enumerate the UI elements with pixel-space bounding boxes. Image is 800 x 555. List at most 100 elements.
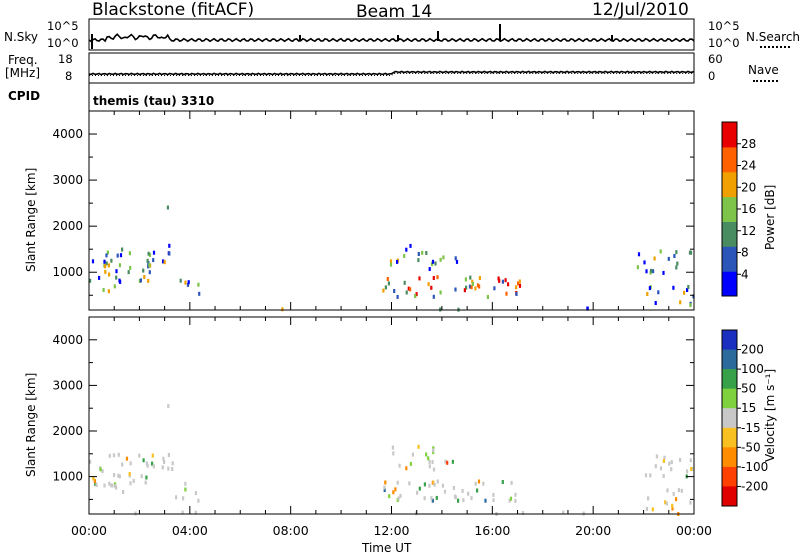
colorbar-segment <box>722 486 737 507</box>
heatmap-cell <box>562 510 565 515</box>
heatmap-cell <box>666 488 669 493</box>
colorbar-tick-label: 24 <box>741 159 756 173</box>
heatmap-cell <box>399 493 402 498</box>
nsky-trace <box>88 33 695 43</box>
freq-label: Freq. <box>8 53 38 67</box>
heatmap-cell <box>461 488 464 493</box>
y-tick-label: 4000 <box>52 127 83 141</box>
heatmap-cell <box>675 497 678 502</box>
heatmap-cell <box>99 467 102 472</box>
heatmap-cell <box>442 255 445 260</box>
noise-tick-top-left: 10^5 <box>47 19 79 33</box>
heatmap-cell <box>103 259 106 264</box>
heatmap-cell <box>148 263 151 268</box>
nsearch-label: N.Search <box>746 30 800 44</box>
heatmap-cell <box>515 292 518 296</box>
heatmap-cell <box>423 482 426 487</box>
colorbar-segment <box>722 369 737 390</box>
heatmap-cell <box>463 288 466 293</box>
colorbar-tick-label: 8 <box>741 246 749 260</box>
heatmap-cell <box>683 290 686 295</box>
heatmap-cell <box>464 277 467 282</box>
x-tick-label: 08:00 <box>273 523 309 538</box>
heatmap-cell <box>115 269 118 274</box>
heatmap-cell <box>431 460 434 465</box>
heatmap-cell <box>107 263 110 268</box>
vel-panel-frame <box>88 316 695 515</box>
heatmap-cell <box>482 481 485 486</box>
heatmap-cell <box>454 287 457 292</box>
heatmap-cell <box>679 300 682 305</box>
heatmap-cell <box>409 461 412 466</box>
freq-unit-label: [MHz] <box>5 66 41 80</box>
heatmap-cell <box>434 261 437 266</box>
heatmap-cell <box>498 278 501 283</box>
heatmap-cell <box>431 259 435 264</box>
heatmap-cell <box>384 480 387 485</box>
heatmap-cell <box>492 492 495 497</box>
heatmap-cell <box>106 250 109 255</box>
colorbar-segment <box>722 330 737 351</box>
heatmap-cell <box>138 453 141 458</box>
heatmap-cell <box>428 483 431 488</box>
freq-panel-frame <box>88 52 695 84</box>
heatmap-cell <box>418 276 421 281</box>
heatmap-cell <box>105 253 108 258</box>
colorbar-tick-label: 100 <box>741 362 764 376</box>
heatmap-cell <box>673 254 676 258</box>
date-label: 12/Jul/2010 <box>592 0 689 20</box>
heatmap-cell <box>509 496 513 501</box>
heatmap-cell <box>113 473 116 477</box>
heatmap-cell <box>687 285 690 289</box>
colorbar-tick-label: 200 <box>741 343 764 357</box>
heatmap-cell <box>383 488 386 493</box>
heatmap-cell <box>175 495 178 500</box>
heatmap-cell <box>409 287 412 292</box>
nsky-label: N.Sky <box>4 30 39 44</box>
heatmap-cell <box>415 511 418 516</box>
freq-tick-bottom: 8 <box>65 69 73 83</box>
heatmap-cell <box>392 451 395 456</box>
heatmap-cell <box>198 291 201 296</box>
heatmap-cell <box>455 259 459 264</box>
colorbar-tick-label: 12 <box>741 224 756 238</box>
heatmap-cell <box>197 282 200 287</box>
heatmap-cell <box>688 250 692 255</box>
heatmap-cell <box>403 280 406 285</box>
heatmap-cell <box>115 485 118 490</box>
heatmap-cell <box>407 286 410 291</box>
colorbar-segment <box>722 196 737 222</box>
heatmap-cell <box>104 269 107 274</box>
heatmap-cell <box>652 269 655 274</box>
heatmap-cell <box>474 286 477 291</box>
chart-title: Blackstone (fitACF) <box>92 0 255 20</box>
heatmap-cell <box>163 260 166 265</box>
heatmap-cell <box>146 463 149 468</box>
heatmap-cell <box>194 510 197 515</box>
heatmap-cell <box>104 264 107 269</box>
colorbar-segment <box>722 271 737 297</box>
heatmap-cell <box>129 265 132 270</box>
heatmap-cell <box>428 464 431 469</box>
heatmap-cell <box>121 247 124 252</box>
nave-label: Nave <box>748 63 779 77</box>
heatmap-cell <box>586 306 589 311</box>
heatmap-cell <box>431 498 434 503</box>
heatmap-cell <box>151 453 154 458</box>
heatmap-cell <box>423 496 426 501</box>
colorbar-segment <box>722 171 737 198</box>
heatmap-cell <box>181 510 184 515</box>
heatmap-cell <box>436 479 439 484</box>
heatmap-cell <box>476 488 479 493</box>
heatmap-cell <box>474 481 477 486</box>
heatmap-cell <box>501 279 504 284</box>
heatmap-cell <box>680 488 683 493</box>
heatmap-cell <box>111 483 114 488</box>
heatmap-cell <box>146 258 149 263</box>
heatmap-cell <box>647 496 650 501</box>
heatmap-cell <box>107 289 110 294</box>
heatmap-cell <box>186 282 190 287</box>
heatmap-cell <box>117 452 120 457</box>
heatmap-cell <box>95 483 98 488</box>
heatmap-cell <box>171 461 174 466</box>
